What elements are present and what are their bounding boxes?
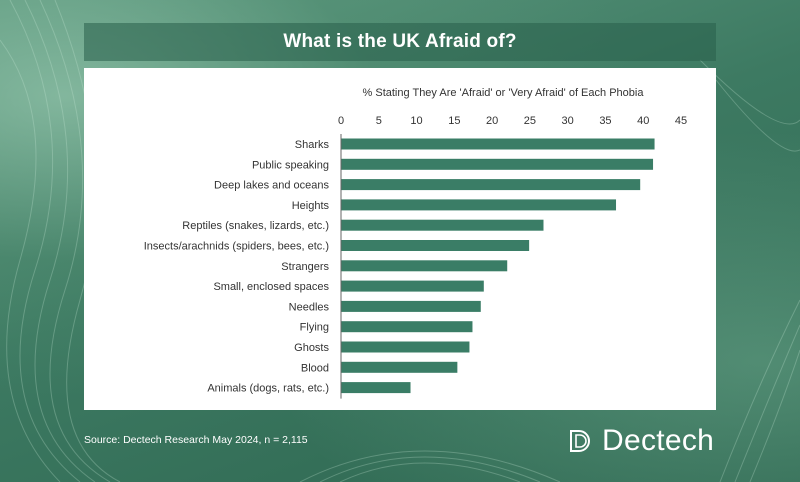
category-label: Needles bbox=[289, 301, 330, 313]
brand-name: Dectech bbox=[602, 424, 715, 457]
bar bbox=[341, 361, 458, 373]
category-label: Reptiles (snakes, lizards, etc.) bbox=[182, 220, 329, 232]
bar bbox=[341, 158, 654, 170]
x-tick-label: 35 bbox=[599, 115, 611, 127]
category-label: Deep lakes and oceans bbox=[214, 180, 329, 192]
category-label: Small, enclosed spaces bbox=[213, 281, 329, 293]
category-label: Blood bbox=[301, 362, 329, 374]
chart-panel: % Stating They Are 'Afraid' or 'Very Afr… bbox=[84, 68, 716, 410]
x-tick-label: 5 bbox=[376, 115, 382, 127]
x-tick-label: 30 bbox=[562, 115, 574, 127]
x-tick-label: 25 bbox=[524, 115, 536, 127]
bar bbox=[341, 199, 617, 211]
category-label: Strangers bbox=[281, 261, 329, 273]
category-label: Animals (dogs, rats, etc.) bbox=[207, 383, 329, 395]
x-tick-label: 45 bbox=[675, 115, 687, 127]
bar bbox=[341, 179, 641, 191]
bar bbox=[341, 321, 473, 333]
category-label: Sharks bbox=[295, 139, 330, 151]
x-tick-label: 40 bbox=[637, 115, 649, 127]
bar bbox=[341, 300, 481, 312]
brand-logo: Dectech bbox=[568, 424, 714, 458]
category-label: Ghosts bbox=[294, 342, 329, 354]
bar bbox=[341, 138, 655, 150]
chart-title: % Stating They Are 'Afraid' or 'Very Afr… bbox=[363, 87, 645, 99]
bar-chart: % Stating They Are 'Afraid' or 'Very Afr… bbox=[144, 87, 687, 399]
bar bbox=[341, 341, 470, 353]
category-label: Flying bbox=[300, 322, 329, 334]
x-tick-label: 20 bbox=[486, 115, 498, 127]
dectech-d-logo-icon bbox=[570, 430, 590, 452]
bar bbox=[341, 260, 508, 272]
category-label: Insects/arachnids (spiders, bees, etc.) bbox=[144, 241, 329, 253]
bar bbox=[341, 280, 484, 292]
page-title: What is the UK Afraid of? bbox=[283, 31, 517, 52]
title-bar: What is the UK Afraid of? bbox=[84, 23, 716, 61]
x-tick-label: 10 bbox=[410, 115, 422, 127]
bar bbox=[341, 382, 411, 394]
bar bbox=[341, 240, 530, 251]
bar bbox=[341, 219, 544, 231]
source-note: Source: Dectech Research May 2024, n = 2… bbox=[84, 434, 308, 446]
category-label: Heights bbox=[292, 200, 330, 212]
x-tick-label: 15 bbox=[448, 115, 460, 127]
x-tick-label: 0 bbox=[338, 115, 344, 127]
category-label: Public speaking bbox=[252, 159, 329, 171]
